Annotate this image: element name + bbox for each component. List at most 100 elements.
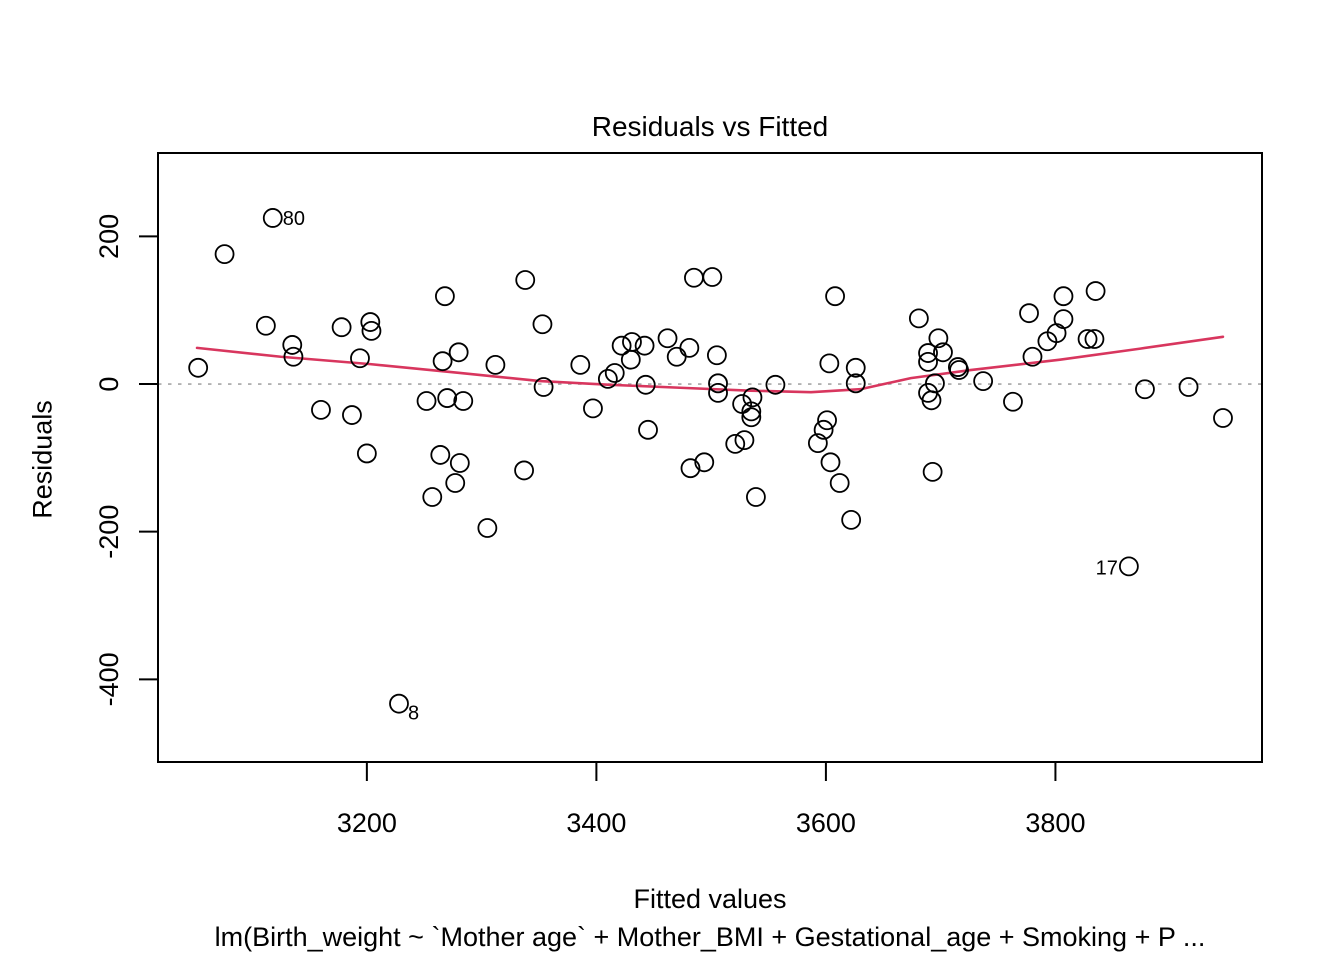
data-point [706,345,727,366]
data-point [666,346,687,367]
data-point [432,351,453,372]
data-point [694,452,715,473]
data-point [1019,303,1039,324]
data-point [1085,281,1106,301]
data-point [1084,329,1105,349]
data-point [634,335,655,356]
data-point [1003,391,1023,412]
x-tick-label: 3800 [1025,808,1085,838]
data-point [684,267,704,288]
data-point [283,346,304,367]
data-point [214,244,235,265]
data-point [331,317,352,338]
data-point [437,388,458,408]
point-label: 80 [283,208,305,230]
data-point [680,458,701,479]
x-tick-label: 3200 [337,808,397,838]
point-label: 8 [408,703,419,725]
data-point [622,332,642,352]
data-point [925,373,945,394]
data-point [741,401,762,422]
data-point [746,487,766,507]
data-point [485,354,506,375]
x-axis-label: Fitted values [633,884,787,914]
data-point [311,399,331,420]
data-point [422,487,443,507]
x-tick-label: 3600 [796,808,856,838]
data-point [570,354,591,375]
data-point [597,368,618,389]
data-point [361,321,382,341]
data-point [679,337,700,358]
data-point [620,349,641,370]
data-point [933,342,953,363]
data-point [725,433,746,454]
data-point [918,343,938,363]
smoother-line [195,335,1225,394]
data-point [1077,329,1098,349]
data-point [635,374,656,395]
data-point [918,352,938,372]
data-point [262,208,283,228]
data-point [1135,379,1155,400]
data-point [841,509,862,530]
data-point [807,433,828,454]
data-point [928,328,949,349]
data-point [741,407,762,428]
data-point [477,518,498,538]
data-point [973,371,994,391]
data-point [742,387,763,408]
data-point [708,373,728,394]
y-tick-label: 200 [94,214,124,259]
data-point [845,357,866,378]
data-point [1053,286,1074,307]
data-point [908,308,929,329]
point-label: 17 [1096,557,1118,579]
y-tick-label: -200 [94,505,124,559]
data-point [435,286,455,307]
data-point [820,452,841,473]
data-point [515,270,536,290]
data-point [445,473,466,493]
data-point [1053,309,1074,329]
data-point [819,353,840,374]
data-point [583,398,603,419]
data-point [922,461,943,482]
x-tick-label: 3400 [566,808,626,838]
data-point [1213,408,1233,428]
data-point [533,377,554,397]
data-point [416,391,437,411]
data-point [282,335,303,355]
data-point [350,348,370,369]
data-point [845,373,866,394]
plot-title: Residuals vs Fitted [591,111,829,142]
data-point [604,363,625,383]
data-point [255,315,276,336]
y-tick-label: 0 [94,377,124,392]
data-point [813,419,834,440]
data-point [708,383,728,403]
data-point [1118,556,1139,577]
data-point [949,360,969,380]
model-call-subtitle: lm(Birth_weight ~ `Mother age` + Mother_… [214,922,1206,952]
data-point [356,443,377,464]
data-point [430,445,451,465]
data-point [765,374,786,395]
data-point [734,430,755,451]
data-point [514,460,534,481]
data-point [702,267,723,287]
data-point [638,419,658,440]
data-point [817,410,837,431]
plot-border [157,152,1263,763]
data-point [453,391,474,411]
data-point [1178,377,1199,397]
data-point [449,453,470,473]
data-point [342,405,362,425]
y-tick-label: -400 [94,652,124,706]
data-point [611,335,632,356]
data-point [657,328,678,349]
data-point [1022,346,1043,367]
data-point [360,312,381,332]
data-point [448,342,469,363]
